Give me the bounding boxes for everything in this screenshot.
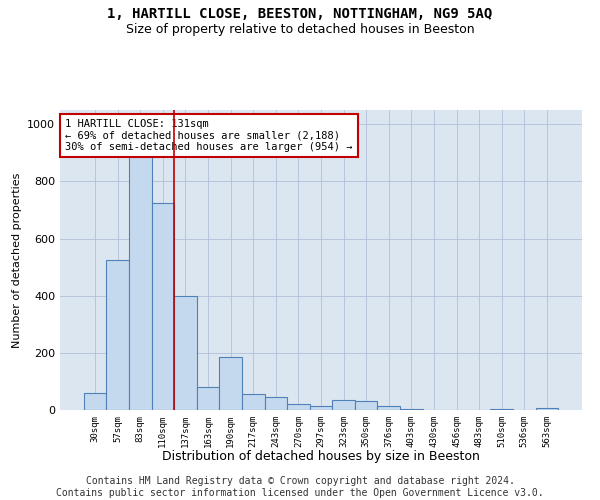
Bar <box>152 203 174 410</box>
Bar <box>332 400 355 410</box>
Bar <box>490 408 513 410</box>
Y-axis label: Number of detached properties: Number of detached properties <box>11 172 22 348</box>
Bar <box>377 406 400 410</box>
Bar <box>106 260 129 410</box>
Bar <box>287 404 310 410</box>
Bar <box>265 397 287 410</box>
Bar <box>129 124 152 410</box>
Bar <box>536 408 558 410</box>
Bar <box>400 408 422 410</box>
Bar <box>197 387 220 410</box>
Text: 1 HARTILL CLOSE: 131sqm
← 69% of detached houses are smaller (2,188)
30% of semi: 1 HARTILL CLOSE: 131sqm ← 69% of detache… <box>65 119 353 152</box>
Text: Distribution of detached houses by size in Beeston: Distribution of detached houses by size … <box>162 450 480 463</box>
Text: Size of property relative to detached houses in Beeston: Size of property relative to detached ho… <box>125 22 475 36</box>
Bar <box>355 402 377 410</box>
Bar <box>174 296 197 410</box>
Text: 1, HARTILL CLOSE, BEESTON, NOTTINGHAM, NG9 5AQ: 1, HARTILL CLOSE, BEESTON, NOTTINGHAM, N… <box>107 8 493 22</box>
Bar <box>310 406 332 410</box>
Bar <box>84 393 106 410</box>
Bar <box>242 394 265 410</box>
Bar <box>220 357 242 410</box>
Text: Contains HM Land Registry data © Crown copyright and database right 2024.
Contai: Contains HM Land Registry data © Crown c… <box>56 476 544 498</box>
